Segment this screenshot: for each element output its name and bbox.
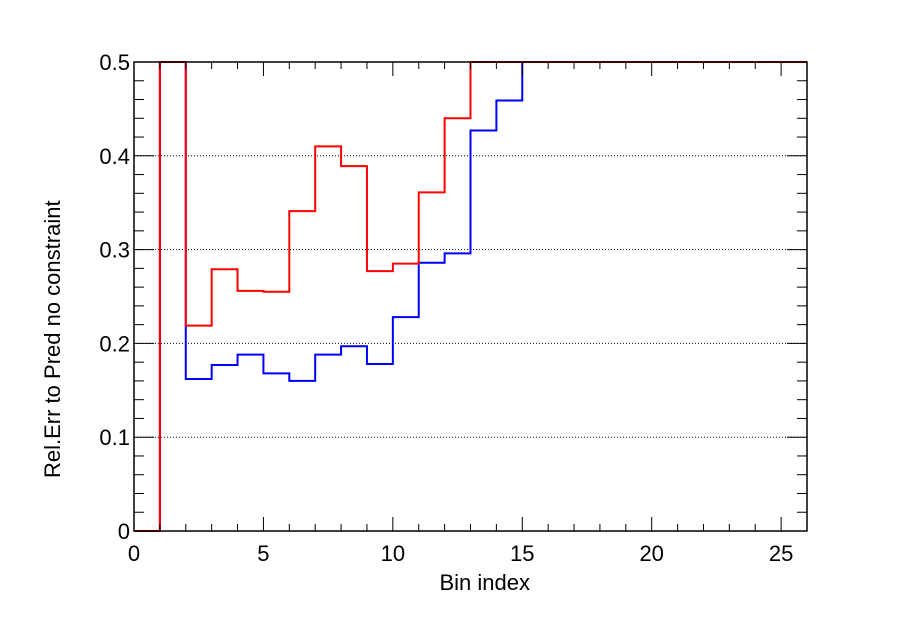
x-tick-label-1: 5 [257,541,269,566]
y-axis: 0 0.1 0.2 0.3 0.4 0.5 [99,50,807,544]
y-tick-label-1: 0.1 [99,425,130,450]
y-axis-title: Rel.Err to Pred no constraint [40,200,65,478]
y-tick-label-5: 0.5 [99,50,130,75]
x-tick-label-4: 20 [639,541,663,566]
y-tick-label-2: 0.2 [99,331,130,356]
y-tick-label-3: 0.3 [99,238,130,263]
y-tick-label-4: 0.4 [99,144,130,169]
x-tick-label-0: 0 [128,541,140,566]
y-tick-label-0: 0 [118,519,130,544]
x-tick-label-3: 15 [510,541,534,566]
x-tick-label-5: 25 [769,541,793,566]
x-axis-title: Bin index [439,570,530,595]
x-axis: 0 5 10 15 20 25 [128,62,808,566]
x-tick-label-2: 10 [381,541,405,566]
